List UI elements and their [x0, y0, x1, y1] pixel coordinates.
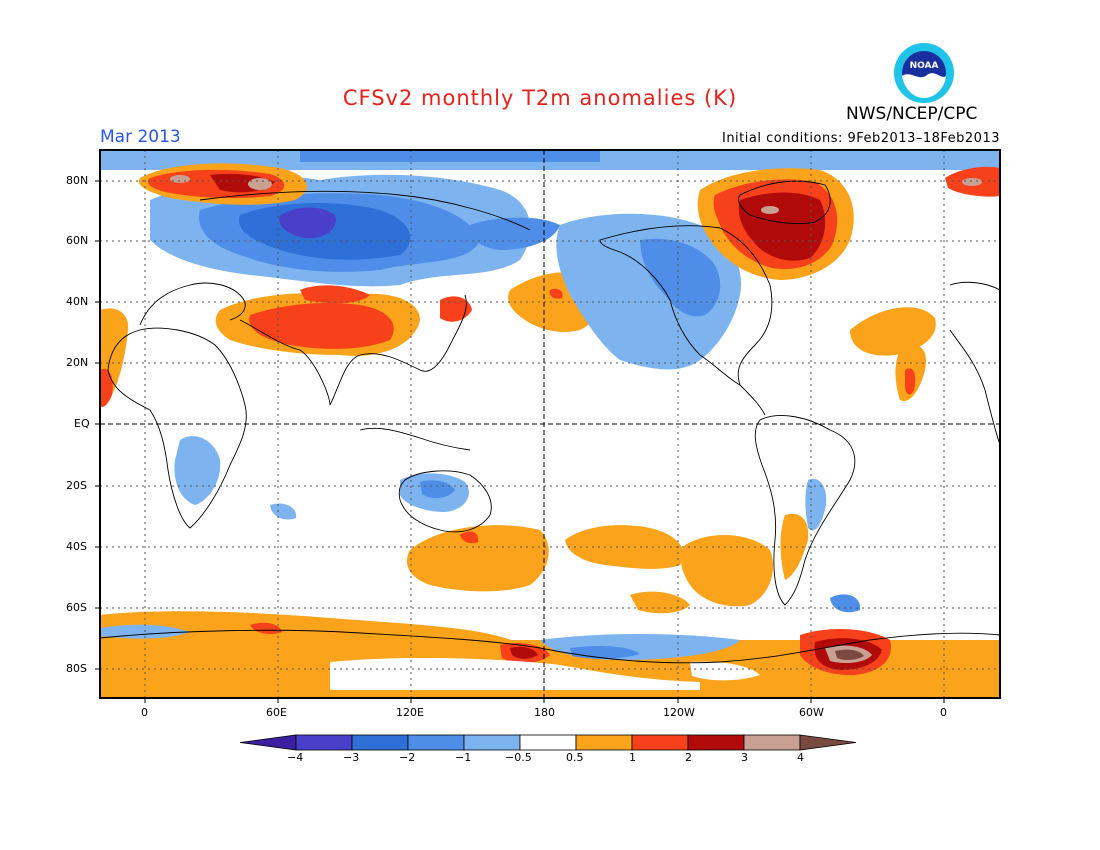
colorbar-swatch — [295, 734, 353, 751]
lat-label: 20S — [66, 479, 87, 492]
lat-label: 60S — [66, 601, 87, 614]
lon-label: 60W — [799, 706, 824, 719]
lat-label: 20N — [66, 356, 89, 369]
lat-label: EQ — [74, 417, 90, 430]
colorbar-label: 0.5 — [566, 751, 584, 764]
colorbar-label: −2 — [399, 751, 416, 764]
colorbar-swatch — [407, 734, 465, 751]
colorbar-label: −1 — [455, 751, 472, 764]
colorbar-swatch — [519, 734, 577, 751]
colorbar-label: −4 — [287, 751, 304, 764]
lat-label: 80N — [66, 174, 89, 187]
map-title: CFSv2 monthly T2m anomalies (K) — [342, 86, 738, 110]
colorbar-label: −0.5 — [505, 751, 532, 764]
forecast-month: Mar 2013 — [100, 127, 181, 147]
colorbar-label: −3 — [343, 751, 360, 764]
colorbar-swatch — [351, 734, 409, 751]
lat-label: 40S — [66, 540, 87, 553]
lat-label: 60N — [66, 234, 89, 247]
lon-label: 180 — [534, 706, 555, 719]
lon-label: 60E — [266, 706, 287, 719]
colorbar-swatch — [631, 734, 689, 751]
lon-label: 0 — [940, 706, 947, 719]
agency-label: NWS/NCEP/CPC — [846, 104, 978, 124]
colorbar-swatch — [743, 734, 801, 751]
colorbar-swatch — [687, 734, 745, 751]
gridlines — [100, 150, 1000, 698]
equator-dateline — [100, 150, 1000, 698]
colorbar-label: 2 — [685, 751, 692, 764]
colorbar-swatch — [463, 734, 521, 751]
colorbar-label: 3 — [741, 751, 748, 764]
lat-label: 80S — [66, 662, 87, 675]
colorbar-label: 4 — [797, 751, 804, 764]
lon-label: 120W — [663, 706, 695, 719]
lat-label: 40N — [66, 295, 89, 308]
colorbar-arrow-high — [799, 734, 857, 751]
svg-text:NOAA: NOAA — [910, 61, 939, 71]
noaa-logo: NOAA — [894, 43, 954, 103]
lon-label: 0 — [141, 706, 148, 719]
colorbar-swatch — [575, 734, 633, 751]
colorbar — [239, 734, 857, 751]
lon-label: 120E — [396, 706, 424, 719]
coastlines — [100, 180, 1000, 664]
initial-conditions: Initial conditions: 9Feb2013–18Feb2013 — [721, 131, 1000, 146]
tick-marks — [95, 180, 945, 703]
colorbar-label: 1 — [629, 751, 636, 764]
colorbar-arrow-low — [239, 734, 297, 751]
